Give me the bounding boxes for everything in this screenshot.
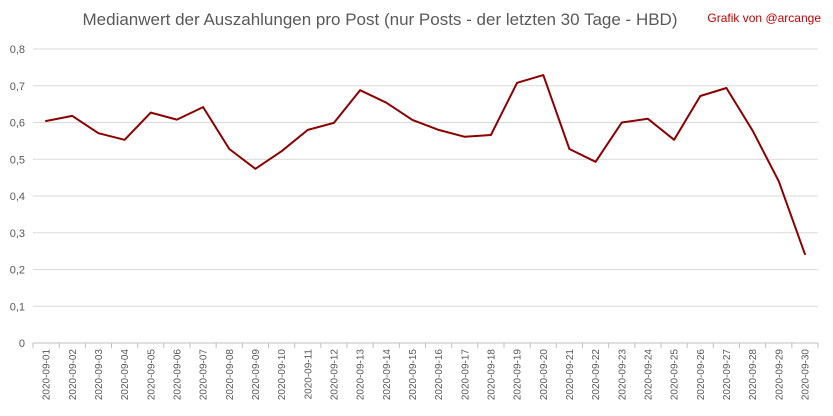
data-point bbox=[751, 129, 754, 132]
data-point bbox=[176, 118, 178, 121]
data-point bbox=[202, 106, 204, 108]
data-point bbox=[254, 168, 257, 170]
x-tick-label: 2020-09-14 bbox=[382, 349, 393, 401]
x-tick-label: 2020-09-01 bbox=[42, 349, 53, 401]
data-point bbox=[725, 87, 728, 89]
x-tick-label: 2020-09-20 bbox=[539, 349, 550, 401]
x-tick-label: 2020-09-04 bbox=[120, 349, 131, 401]
data-point bbox=[490, 134, 492, 136]
x-tick-label: 2020-09-22 bbox=[591, 349, 602, 401]
data-point bbox=[149, 111, 152, 114]
data-point bbox=[647, 118, 649, 120]
x-tick-label: 2020-09-29 bbox=[774, 349, 785, 401]
series-line bbox=[45, 74, 806, 256]
data-point bbox=[228, 148, 231, 150]
data-point bbox=[359, 89, 361, 91]
chart-credit: Grafik von @arcange bbox=[707, 11, 821, 25]
x-tick-label: 2020-09-17 bbox=[460, 349, 471, 401]
x-tick-label: 2020-09-06 bbox=[172, 349, 183, 401]
y-tick-label: 0,6 bbox=[10, 118, 25, 130]
y-tick-label: 0,1 bbox=[10, 301, 25, 313]
data-point bbox=[516, 82, 518, 84]
data-point bbox=[123, 138, 126, 141]
y-tick-label: 0,2 bbox=[10, 265, 25, 277]
data-point bbox=[699, 95, 702, 97]
x-tick-label: 2020-09-24 bbox=[643, 349, 654, 401]
data-point bbox=[673, 138, 675, 141]
x-tick-label: 2020-09-26 bbox=[696, 349, 707, 401]
x-tick-label: 2020-09-10 bbox=[277, 349, 288, 401]
data-point bbox=[804, 253, 806, 255]
x-tick-label: 2020-09-13 bbox=[356, 349, 367, 401]
x-tick-label: 2020-09-09 bbox=[251, 349, 262, 401]
x-tick-label: 2020-09-27 bbox=[722, 349, 733, 401]
data-point bbox=[45, 120, 47, 122]
data-point bbox=[594, 161, 597, 163]
x-tick-label: 2020-09-25 bbox=[670, 349, 681, 401]
data-point bbox=[411, 119, 414, 121]
x-tick-label: 2020-09-12 bbox=[329, 349, 340, 401]
x-tick-label: 2020-09-19 bbox=[513, 349, 524, 401]
x-tick-label: 2020-09-03 bbox=[94, 349, 105, 401]
data-point bbox=[777, 180, 780, 183]
x-tick-label: 2020-09-23 bbox=[617, 349, 628, 401]
x-tick-label: 2020-09-21 bbox=[565, 349, 576, 401]
x-tick-label: 2020-09-05 bbox=[146, 349, 157, 401]
data-point bbox=[333, 122, 335, 124]
x-tick-label: 2020-09-16 bbox=[434, 349, 445, 401]
y-tick-label: 0,7 bbox=[10, 81, 25, 93]
y-tick-label: 0,5 bbox=[10, 154, 25, 166]
x-tick-label: 2020-09-08 bbox=[225, 349, 236, 401]
chart-title: Medianwert der Auszahlungen pro Post (nu… bbox=[82, 10, 678, 29]
data-point bbox=[306, 129, 309, 131]
data-point bbox=[463, 136, 466, 138]
data-point bbox=[568, 148, 571, 150]
data-point bbox=[280, 150, 283, 152]
data-point bbox=[385, 101, 388, 104]
data-point bbox=[542, 74, 545, 76]
y-tick-label: 0,3 bbox=[10, 228, 25, 240]
x-tick-label: 2020-09-18 bbox=[486, 349, 497, 401]
data-point bbox=[97, 132, 100, 134]
y-tick-label: 0,8 bbox=[10, 44, 25, 56]
data-point bbox=[71, 115, 74, 117]
y-tick-label: 0,4 bbox=[10, 191, 25, 203]
data-point bbox=[620, 121, 623, 124]
x-tick-label: 2020-09-11 bbox=[303, 349, 314, 400]
x-tick-label: 2020-09-15 bbox=[408, 349, 419, 401]
y-tick-label: 0 bbox=[19, 338, 25, 350]
x-tick-label: 2020-09-07 bbox=[199, 349, 210, 401]
data-point bbox=[437, 129, 440, 131]
x-tick-label: 2020-09-02 bbox=[68, 349, 79, 401]
x-tick-label: 2020-09-30 bbox=[800, 349, 811, 401]
x-tick-label: 2020-09-28 bbox=[748, 349, 759, 401]
